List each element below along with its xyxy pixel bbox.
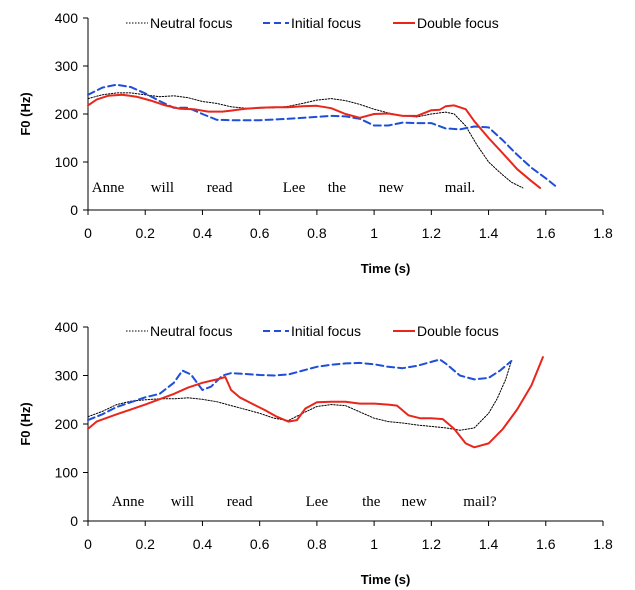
x-tick-label: 0.4 — [193, 536, 213, 552]
x-tick-label: 0.6 — [250, 225, 270, 241]
x-tick-label: 1 — [370, 536, 378, 552]
x-tick-label: 1.6 — [536, 536, 556, 552]
x-tick-label: 0 — [84, 225, 92, 241]
y-tick-label: 400 — [55, 319, 79, 335]
chart-top: 0 100 200 300 400 0 0.2 0.4 0.6 0.8 1 1.2 1.4 1.6 1.8 T… — [18, 10, 613, 276]
legend-label: Double focus — [417, 323, 499, 339]
y-axis-title: F0 (Hz) — [18, 402, 33, 445]
legend-label: Neutral focus — [150, 323, 232, 339]
x-axis-title: Time (s) — [361, 572, 411, 587]
chart-bottom: 0 100 200 300 400 0 0.2 0.4 0.6 0.8 1 1.2 1.4 1.6 1.8 T… — [18, 319, 613, 587]
x-tick-label: 0.2 — [135, 536, 155, 552]
series-line-double-focus — [87, 93, 542, 189]
x-tick-label: 0.6 — [250, 536, 270, 552]
word-label: Anne — [112, 494, 145, 510]
legend-label: Neutral focus — [150, 15, 232, 31]
word-label: new — [402, 494, 427, 510]
word-label: Anne — [92, 180, 125, 196]
word-label: mail. — [445, 180, 475, 196]
x-tick-label: 0.8 — [307, 536, 327, 552]
x-tick-label: 1.8 — [593, 225, 613, 241]
series-line-initial-focus — [87, 83, 559, 189]
x-axis-title: Time (s) — [361, 261, 411, 276]
legend-label: Initial focus — [291, 323, 361, 339]
word-label: will — [171, 494, 194, 510]
x-tick-label: 1.2 — [422, 536, 442, 552]
legend-label: Initial focus — [291, 15, 361, 31]
word-label: will — [151, 180, 174, 196]
x-tick-label: 1.4 — [479, 225, 499, 241]
x-tick-label: 1 — [370, 225, 378, 241]
series-line-neutral-focus — [87, 92, 524, 189]
y-tick-label: 200 — [55, 106, 79, 122]
word-label: the — [362, 494, 381, 510]
word-label: Lee — [283, 180, 306, 196]
word-label: new — [379, 180, 404, 196]
x-tick-label: 1.4 — [479, 536, 499, 552]
y-tick-label: 0 — [70, 513, 78, 529]
x-tick-label: 0.4 — [193, 225, 213, 241]
y-tick-label: 300 — [55, 58, 79, 74]
x-tick-label: 0.2 — [135, 225, 155, 241]
y-axis-title: F0 (Hz) — [18, 92, 33, 135]
legend-label: Double focus — [417, 15, 499, 31]
x-tick-label: 0 — [84, 536, 92, 552]
y-tick-label: 0 — [70, 202, 78, 218]
y-tick-label: 400 — [55, 10, 79, 26]
x-tick-label: 1.6 — [536, 225, 556, 241]
y-tick-label: 200 — [55, 416, 79, 432]
y-tick-label: 300 — [55, 368, 79, 384]
x-tick-label: 0.8 — [307, 225, 327, 241]
y-tick-label: 100 — [55, 465, 79, 481]
word-label: Lee — [306, 494, 329, 510]
x-tick-label: 1.8 — [593, 536, 613, 552]
word-label: the — [328, 180, 347, 196]
word-label: read — [227, 494, 253, 510]
series-line-double-focus — [87, 356, 544, 449]
x-tick-label: 1.2 — [422, 225, 442, 241]
word-label: mail? — [463, 494, 497, 510]
word-label: read — [207, 180, 233, 196]
y-tick-label: 100 — [55, 154, 79, 170]
series-line-initial-focus — [87, 358, 513, 422]
